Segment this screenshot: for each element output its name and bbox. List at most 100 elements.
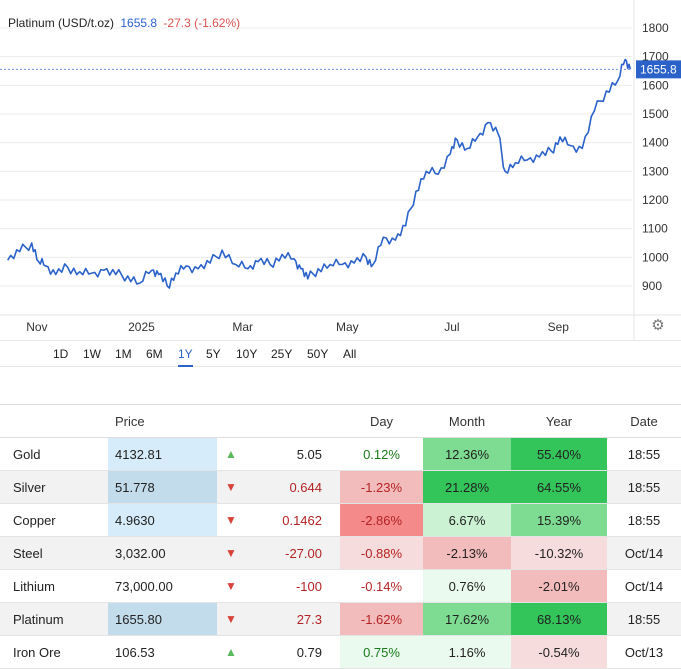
column-header bbox=[245, 404, 340, 438]
arrow-down-icon: ▼ bbox=[217, 602, 245, 636]
column-header: Price bbox=[108, 404, 217, 438]
chart-area[interactable]: 900 1000 1100 1200 1300 1400 1500 1600 1700 1800 N… bbox=[0, 0, 681, 340]
day-change-cell: -1.23% bbox=[340, 470, 423, 504]
change-cell: 5.05 bbox=[245, 437, 340, 471]
x-tick-label: 2025 bbox=[128, 320, 155, 334]
column-header: Day bbox=[340, 404, 423, 438]
column-header bbox=[0, 404, 108, 438]
table-row[interactable]: Steel 3,032.00 ▼ -27.00 -0.88% -2.13% -10.32% O… bbox=[0, 536, 681, 570]
arrow-down-icon: ▼ bbox=[217, 470, 245, 504]
year-change-cell: -0.54% bbox=[511, 635, 607, 669]
y-tick-label: 1500 bbox=[642, 107, 669, 121]
date-cell: 18:55 bbox=[607, 503, 681, 537]
change-cell: -100 bbox=[245, 569, 340, 603]
month-change-cell: -2.13% bbox=[423, 536, 511, 570]
y-tick-label: 1200 bbox=[642, 193, 669, 207]
year-change-cell: -10.32% bbox=[511, 536, 607, 570]
price-cell: 106.53 bbox=[108, 635, 217, 669]
table-row[interactable]: Platinum 1655.80 ▼ 27.3 -1.62% 17.62% 68.13% 18… bbox=[0, 602, 681, 636]
price-chart[interactable]: 900 1000 1100 1200 1300 1400 1500 1600 1700 1800 N… bbox=[0, 0, 681, 340]
year-change-cell: 55.40% bbox=[511, 437, 607, 471]
range-selector: 1D 1W 1M 6M 1Y 5Y 10Y 25Y 50Y All bbox=[0, 340, 681, 367]
commodity-name-link[interactable]: Gold bbox=[0, 437, 108, 471]
month-change-cell: 21.28% bbox=[423, 470, 511, 504]
range-button-all[interactable]: All bbox=[343, 347, 357, 361]
table-row[interactable]: Silver 51.778 ▼ 0.644 -1.23% 21.28% 64.55% 18:5… bbox=[0, 470, 681, 504]
y-tick-label: 1800 bbox=[642, 21, 669, 35]
instrument-name: Platinum (USD/t.oz) bbox=[8, 16, 115, 30]
day-change-cell: -1.62% bbox=[340, 602, 423, 636]
current-value: 1655.8 bbox=[120, 16, 158, 30]
day-change-cell: 0.12% bbox=[340, 437, 423, 471]
day-change-cell: 0.75% bbox=[340, 635, 423, 669]
range-button-1m[interactable]: 1M bbox=[115, 347, 132, 361]
y-tick-label: 1700 bbox=[642, 50, 669, 64]
arrow-down-icon: ▼ bbox=[217, 503, 245, 537]
column-header: Date bbox=[607, 404, 681, 438]
commodity-name-link[interactable]: Steel bbox=[0, 536, 108, 570]
date-cell: Oct/13 bbox=[607, 635, 681, 669]
day-change-cell: -0.14% bbox=[340, 569, 423, 603]
table-body: Gold 4132.81 ▲ 5.05 0.12% 12.36% 55.40% 18:55 Si… bbox=[0, 437, 681, 669]
commodity-name-link[interactable]: Silver bbox=[0, 470, 108, 504]
change-cell: 0.79 bbox=[245, 635, 340, 669]
year-change-cell: 64.55% bbox=[511, 470, 607, 504]
arrow-up-icon: ▲ bbox=[217, 635, 245, 669]
month-change-cell: 0.76% bbox=[423, 569, 511, 603]
table-row[interactable]: Copper 4.9630 ▼ 0.1462 -2.86% 6.67% 15.39% 18:5… bbox=[0, 503, 681, 537]
range-button-10y[interactable]: 10Y bbox=[236, 347, 258, 361]
table-header: Price Day Month Year Date bbox=[0, 404, 681, 438]
arrow-down-icon: ▼ bbox=[217, 569, 245, 603]
gear-icon[interactable]: ⚙ bbox=[651, 317, 665, 334]
range-button-1y[interactable]: 1Y bbox=[178, 347, 193, 367]
y-tick-label: 1100 bbox=[642, 222, 668, 236]
y-tick-label: 1400 bbox=[642, 136, 669, 150]
range-button-5y[interactable]: 5Y bbox=[206, 347, 221, 361]
range-button-50y[interactable]: 50Y bbox=[307, 347, 329, 361]
year-change-cell: -2.01% bbox=[511, 569, 607, 603]
x-tick-label: Nov bbox=[26, 320, 47, 334]
price-tag-label: 1655.8 bbox=[640, 62, 677, 76]
range-button-1w[interactable]: 1W bbox=[83, 347, 101, 361]
commodity-name-link[interactable]: Platinum bbox=[0, 602, 108, 636]
y-tick-label: 1000 bbox=[642, 250, 669, 264]
date-cell: Oct/14 bbox=[607, 569, 681, 603]
table-row[interactable]: Iron Ore 106.53 ▲ 0.79 0.75% 1.16% -0.54% Oct/1… bbox=[0, 635, 681, 669]
column-header: Year bbox=[511, 404, 607, 438]
date-cell: 18:55 bbox=[607, 602, 681, 636]
range-button-25y[interactable]: 25Y bbox=[271, 347, 293, 361]
day-change: -27.3 (-1.62%) bbox=[163, 16, 241, 30]
column-header bbox=[217, 404, 245, 438]
change-cell: 0.1462 bbox=[245, 503, 340, 537]
change-cell: 0.644 bbox=[245, 470, 340, 504]
range-button-6m[interactable]: 6M bbox=[146, 347, 163, 361]
table-row[interactable]: Gold 4132.81 ▲ 5.05 0.12% 12.36% 55.40% 18:55 bbox=[0, 437, 681, 471]
price-cell: 51.778 bbox=[108, 470, 217, 504]
commodities-table: Price Day Month Year Date Gold 4132.81 ▲ 5.05 0.… bbox=[0, 404, 681, 669]
range-button-1d[interactable]: 1D bbox=[53, 347, 69, 361]
year-change-cell: 15.39% bbox=[511, 503, 607, 537]
y-tick-label: 900 bbox=[642, 279, 662, 293]
price-tag-bg bbox=[636, 60, 681, 79]
price-cell: 4.9630 bbox=[108, 503, 217, 537]
y-tick-label: 1300 bbox=[642, 164, 669, 178]
commodity-name-link[interactable]: Copper bbox=[0, 503, 108, 537]
month-change-cell: 1.16% bbox=[423, 635, 511, 669]
date-cell: Oct/14 bbox=[607, 536, 681, 570]
price-cell: 1655.80 bbox=[108, 602, 217, 636]
month-change-cell: 6.67% bbox=[423, 503, 511, 537]
month-change-cell: 17.62% bbox=[423, 602, 511, 636]
day-change-cell: -0.88% bbox=[340, 536, 423, 570]
commodity-name-link[interactable]: Iron Ore bbox=[0, 635, 108, 669]
x-tick-label: May bbox=[336, 320, 359, 334]
commodity-name-link[interactable]: Lithium bbox=[0, 569, 108, 603]
month-change-cell: 12.36% bbox=[423, 437, 511, 471]
price-cell: 73,000.00 bbox=[108, 569, 217, 603]
x-tick-label: Jul bbox=[444, 320, 459, 334]
x-tick-label: Mar bbox=[232, 320, 253, 334]
table-row[interactable]: Lithium 73,000.00 ▼ -100 -0.14% 0.76% -2.01% Oc… bbox=[0, 569, 681, 603]
change-cell: -27.00 bbox=[245, 536, 340, 570]
price-cell: 4132.81 bbox=[108, 437, 217, 471]
date-cell: 18:55 bbox=[607, 470, 681, 504]
arrow-down-icon: ▼ bbox=[217, 536, 245, 570]
